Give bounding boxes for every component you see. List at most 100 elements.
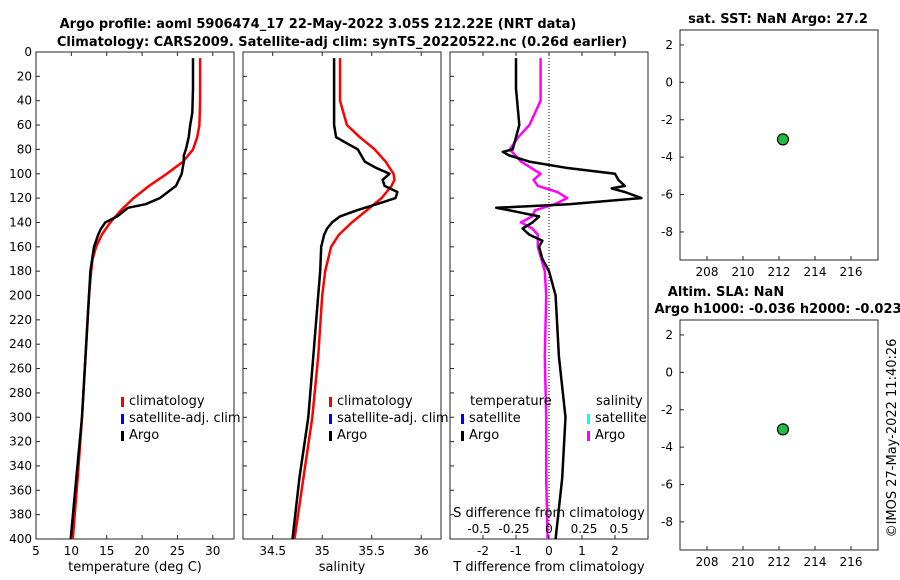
y-tick-label: 260 bbox=[9, 362, 32, 376]
y-tick-label: 0 bbox=[24, 45, 32, 59]
imos-credit: ©IMOS 27-May-2022 11:40:26 bbox=[885, 339, 900, 538]
argo-location-marker bbox=[776, 133, 790, 146]
y-tick-label: 2 bbox=[665, 38, 673, 52]
salinity-legend-climatology: climatology bbox=[337, 394, 413, 409]
y-tick-label: -6 bbox=[661, 478, 673, 492]
legend-swatch-satellite bbox=[121, 414, 124, 424]
x-tick-label: 36 bbox=[414, 544, 429, 558]
x-tick-label: 30 bbox=[205, 544, 220, 558]
temperature-climatology-line bbox=[71, 58, 202, 540]
y-tick-label: 200 bbox=[9, 289, 32, 303]
difference-xlabel: T difference from climatology bbox=[452, 560, 645, 575]
sst-map-axes-box bbox=[679, 29, 879, 261]
y-tick-label: -2 bbox=[661, 113, 673, 127]
sla-map-title-line1: Altim. SLA: NaN bbox=[668, 285, 784, 300]
legend-swatch-t-argo bbox=[461, 431, 464, 441]
legend-swatch-argo bbox=[329, 431, 332, 441]
salinity-panel: 34.5 35 35.5 36 salinity climatology satell… bbox=[242, 51, 449, 575]
sla-map-title-line2: Argo h1000: -0.036 h2000: -0.023 bbox=[654, 302, 900, 317]
legend-swatch-argo bbox=[121, 431, 124, 441]
y-tick-label: 20 bbox=[17, 69, 32, 83]
salinity-argo-line bbox=[291, 58, 399, 540]
x-tick-label: 35 bbox=[315, 544, 330, 558]
y-tick-label: 240 bbox=[9, 337, 32, 351]
argo-location-marker bbox=[776, 423, 790, 436]
temperature-legend: climatology satellite-adj. clim Argo bbox=[121, 394, 241, 443]
x-tick-label: 208 bbox=[696, 555, 719, 569]
y-tick-label: 80 bbox=[17, 142, 32, 156]
y-tick-label: 2 bbox=[665, 328, 673, 342]
y-tick-label: -4 bbox=[661, 440, 673, 454]
y-tick-label: 360 bbox=[9, 483, 32, 497]
legend-swatch-climatology bbox=[329, 397, 332, 407]
x-tick-label: 210 bbox=[732, 555, 755, 569]
y-tick-label: 40 bbox=[17, 94, 32, 108]
temperature-legend-climatology: climatology bbox=[129, 394, 205, 409]
legend-salinity-argo: Argo bbox=[595, 428, 625, 443]
y-tick-label: 400 bbox=[9, 532, 32, 546]
y-tick-label: 280 bbox=[9, 386, 32, 400]
temperature-legend-argo: Argo bbox=[129, 428, 159, 443]
x-tick-label: 25 bbox=[170, 544, 185, 558]
salinity-difference-argo-line bbox=[508, 58, 569, 540]
x-tick-label: 20 bbox=[134, 544, 149, 558]
temperature-legend-satellite: satellite-adj. clim bbox=[129, 411, 241, 426]
salinity-xlabel: salinity bbox=[319, 560, 366, 575]
sst-map-panel: sat. SST: NaN Argo: 27.2 208 210 212 214 216… bbox=[661, 12, 879, 279]
salinity-legend-satellite: satellite-adj. clim bbox=[337, 411, 449, 426]
y-tick-label: 60 bbox=[17, 118, 32, 132]
y-tick-label: 340 bbox=[9, 459, 32, 473]
x-tick-label: 212 bbox=[768, 555, 791, 569]
sla-map-panel: Altim. SLA: NaN Argo h1000: -0.036 h2000… bbox=[654, 285, 900, 569]
x-tick-label: 5 bbox=[32, 544, 40, 558]
temperature-axes-box bbox=[35, 51, 235, 540]
y-tick-label: 180 bbox=[9, 264, 32, 278]
temperature-argo-line bbox=[69, 58, 195, 540]
x-tick-label: 0 bbox=[545, 544, 553, 558]
difference-legend: temperature satellite Argo salinity sate… bbox=[461, 394, 647, 443]
x-tick-label: -1 bbox=[510, 544, 522, 558]
legend-temperature-title: temperature bbox=[470, 394, 552, 409]
x-tick-label: 212 bbox=[768, 265, 791, 279]
legend-salinity-title: salinity bbox=[596, 394, 643, 409]
temperature-panel: 5 10 15 20 25 3002040608010012014016018020022… bbox=[9, 45, 241, 575]
salinity-axes-box bbox=[242, 51, 442, 540]
y-tick-label: 100 bbox=[9, 167, 32, 181]
x-tick-label: 208 bbox=[696, 265, 719, 279]
y-tick-label: 0 bbox=[665, 365, 673, 379]
y-tick-label: 120 bbox=[9, 191, 32, 205]
legend-swatch-climatology bbox=[121, 397, 124, 407]
legend-swatch-s-satellite bbox=[587, 414, 590, 424]
top-tick-label: 0 bbox=[545, 522, 553, 536]
y-tick-label: 380 bbox=[9, 508, 32, 522]
y-tick-label: -6 bbox=[661, 188, 673, 202]
legend-swatch-satellite bbox=[329, 414, 332, 424]
x-tick-label: 2 bbox=[611, 544, 619, 558]
x-tick-label: 216 bbox=[840, 555, 863, 569]
salinity-legend: climatology satellite-adj. clim Argo bbox=[329, 394, 449, 443]
y-tick-label: -4 bbox=[661, 150, 673, 164]
sla-map-axes-box bbox=[679, 319, 879, 551]
x-tick-label: 214 bbox=[804, 265, 827, 279]
legend-temperature-argo: Argo bbox=[469, 428, 499, 443]
y-tick-label: 220 bbox=[9, 313, 32, 327]
top-tick-label: -0.25 bbox=[498, 522, 529, 536]
figure-title-line2: Climatology: CARS2009. Satellite-adj cli… bbox=[57, 35, 627, 50]
salinity-climatology-line bbox=[293, 58, 396, 540]
x-tick-label: 35.5 bbox=[358, 544, 385, 558]
y-tick-label: -2 bbox=[661, 403, 673, 417]
salinity-legend-argo: Argo bbox=[337, 428, 367, 443]
y-tick-label: -8 bbox=[661, 225, 673, 239]
y-tick-label: 160 bbox=[9, 240, 32, 254]
y-tick-label: 0 bbox=[665, 75, 673, 89]
y-tick-label: -8 bbox=[661, 515, 673, 529]
difference-panel: -2 -1 0 1 2 -0.5 -0.25 0 0.25 0.5 T difference fr… bbox=[449, 51, 649, 575]
x-tick-label: 1 bbox=[578, 544, 586, 558]
difference-top-axis-label: S difference from climatology bbox=[453, 506, 645, 521]
x-tick-label: 15 bbox=[99, 544, 114, 558]
x-tick-label: 10 bbox=[64, 544, 79, 558]
top-tick-label: 0.5 bbox=[609, 522, 628, 536]
temperature-difference-argo-line bbox=[494, 58, 643, 540]
legend-swatch-s-argo bbox=[587, 431, 590, 441]
